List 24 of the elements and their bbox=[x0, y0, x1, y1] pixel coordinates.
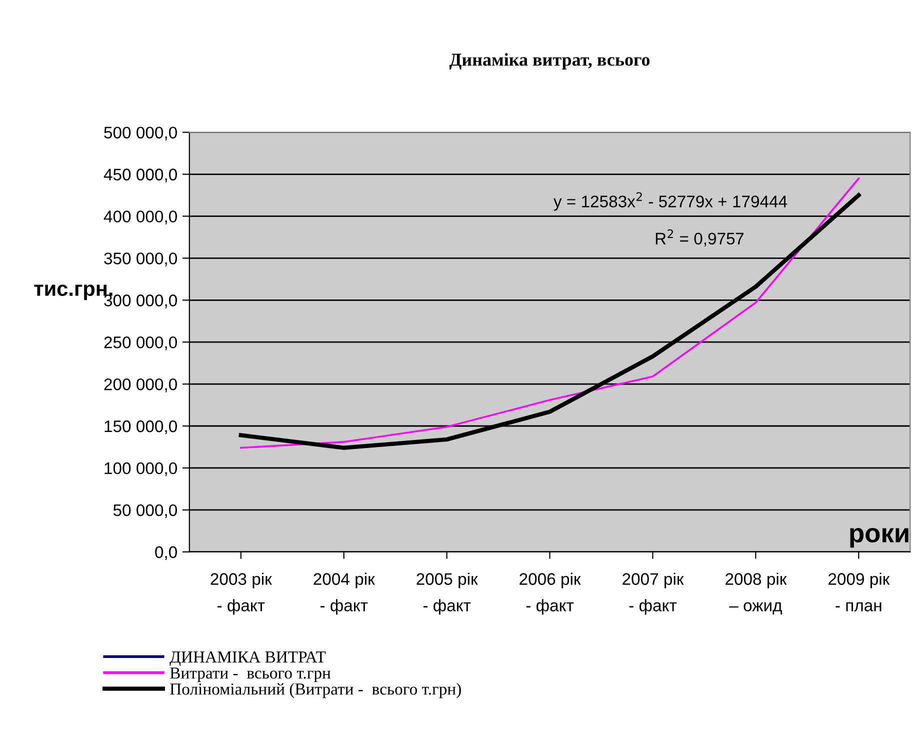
x-tick-label: 2007 рік - факт bbox=[622, 572, 684, 615]
x-tick-label: 2008 рік – ожид bbox=[726, 572, 787, 615]
x-tick-label: 2006 рік - факт bbox=[520, 572, 581, 615]
x-tick-label: 2009 рік - план bbox=[828, 572, 890, 612]
y-tick-label: 150 000,0 bbox=[104, 420, 177, 434]
y-tick-label: 450 000,0 bbox=[104, 168, 177, 182]
x-tick-label: 2004 рік - факт bbox=[314, 572, 375, 615]
chart-title: Динаміка витрат, всього bbox=[449, 53, 650, 70]
legend-label: ДИНАМІКА ВИТРАТ bbox=[170, 651, 326, 666]
x-tick-label: 2005 рік - факт bbox=[416, 572, 478, 615]
y-tick-label: 350 000,0 bbox=[104, 252, 177, 266]
y-tick-label: 0,0 bbox=[155, 546, 177, 560]
x-tick-label: 2003 рік - факт bbox=[210, 572, 272, 615]
y-tick-label: 50 000,0 bbox=[113, 504, 177, 518]
y-tick-label: 500 000,0 bbox=[104, 126, 177, 140]
legend-label: Поліноміальний (Витрати - всього т.грн) bbox=[170, 682, 461, 698]
x-axis-title: роки bbox=[850, 528, 908, 548]
y-tick-label: 400 000,0 bbox=[104, 210, 177, 224]
y-tick-label: 250 000,0 bbox=[104, 336, 177, 350]
annotation: R$^{2}$ = 0,9757 bbox=[656, 229, 744, 247]
annotation: y = 12583x$^{2}$ - 52779x + 179444 bbox=[553, 192, 788, 211]
y-tick-label: 200 000,0 bbox=[104, 378, 177, 392]
y-tick-label: 100 000,0 bbox=[104, 462, 177, 476]
legend-label: Витрати - всього т.грн bbox=[170, 668, 331, 682]
